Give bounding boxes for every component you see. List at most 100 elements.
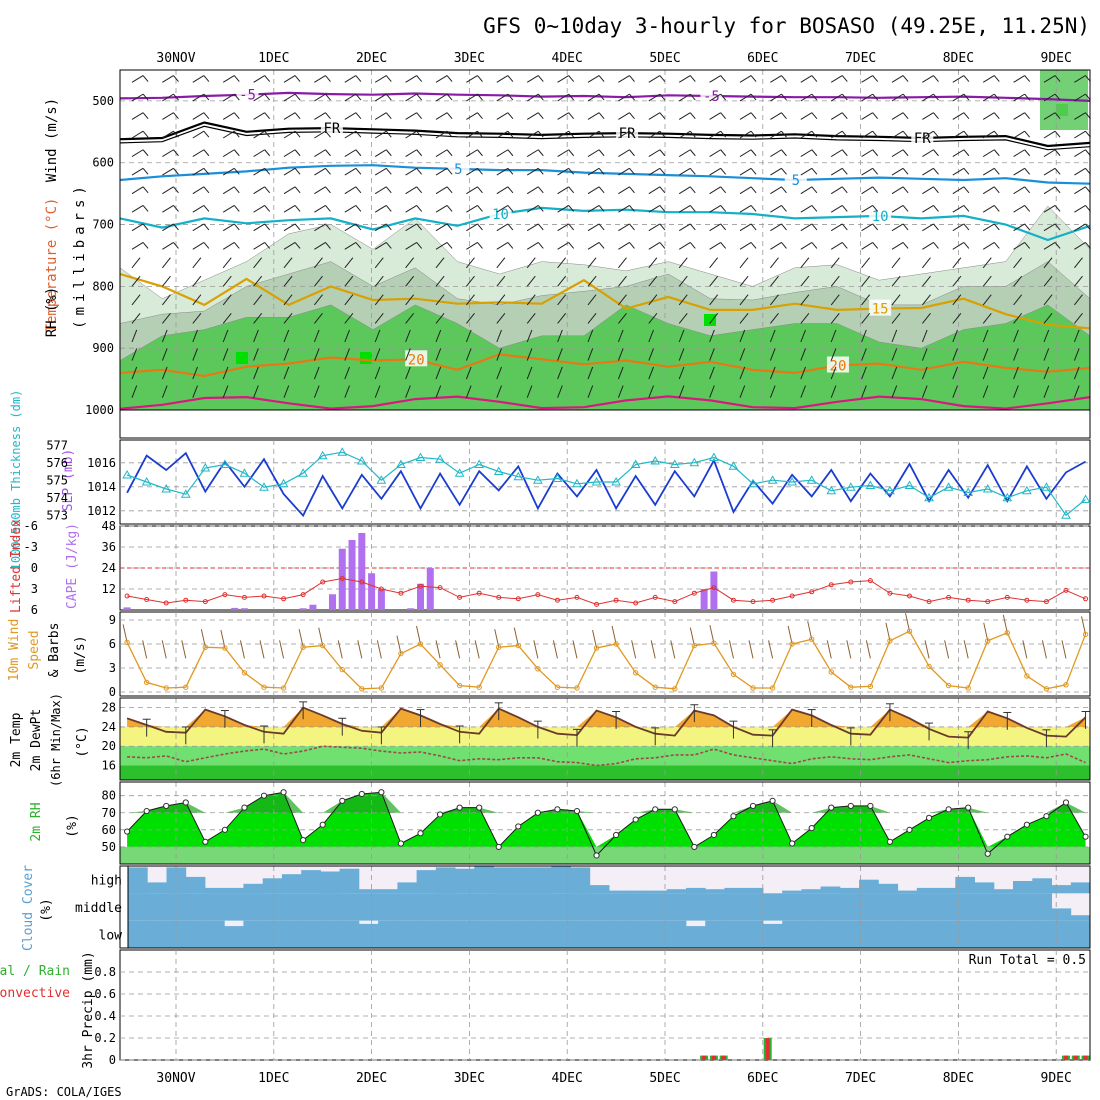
temp-tick-label: 16 [102,759,116,773]
wind-barb-flag [446,93,453,101]
wind-barb [283,167,296,176]
wind-barb-flag [173,205,179,212]
wind-barb-flag [568,223,575,231]
wind-barb-flag [598,112,605,119]
cloud-cell-low [185,920,206,948]
thickness-point [767,475,778,484]
wind-barb [526,130,539,139]
cloud-cell-low [686,926,706,948]
wind-barb [1074,149,1086,157]
wind-barb [921,348,928,361]
cloud-cell-low [724,920,745,948]
surface-wind-barb [689,627,695,646]
wind-barb-flag [446,112,453,119]
surface-wind-barb [376,640,382,659]
wind-barb [648,257,658,269]
wind-barb [557,204,569,213]
wind-barb [557,385,563,398]
cloud-cell-middle [416,893,437,921]
cloud-cell-low [339,920,360,948]
precip-ylabel-1: Total / Rain [0,964,70,979]
wind-speed-point [1063,682,1069,688]
thickness-tick-label: 576 [46,456,68,470]
wind-barb [192,93,205,102]
cloud-cell-low [782,920,802,948]
surface-wind-barb [631,640,637,659]
cloud-cell-high [551,866,571,894]
wind-barb [1043,329,1050,343]
temp2m-ylabel-3: (6hr Min/Max) [49,693,63,787]
wind-speed-point [730,671,737,678]
wind-barb-flag [933,167,939,175]
wind-barb-flag [203,223,210,231]
cloud-cell-middle [782,893,802,921]
surface-wind-barb [259,640,265,659]
wind-barb-flag [203,75,210,82]
wind-barb [557,329,563,343]
rh2m-fill-high [127,792,1086,813]
li-point [418,583,423,589]
wind-barb-flag [173,75,179,82]
wind-barb [982,329,989,343]
wind-barb-flag [781,130,787,138]
wind-barb [435,242,448,250]
wind-barb [587,385,594,398]
wind-barb [1074,312,1083,324]
wind-barb-flag [720,242,727,249]
wind-barb [739,385,746,398]
wind-barb [1013,167,1025,176]
li-point [887,590,893,596]
dew-band-lt-16 [120,765,1090,780]
wind-barb [770,275,779,287]
wind-barb [314,149,326,157]
wind-barb [557,112,569,120]
wind-barb [618,186,630,195]
contour-label: 15 [872,302,889,318]
wind-barb [830,112,843,120]
rh2m-point [554,806,561,813]
wind-barb-flag [902,205,909,212]
cloud-cell-low [1051,920,1072,948]
isotherm--5 [119,91,1091,102]
wind-barb [435,75,448,83]
li-point [613,597,619,603]
thickness-point [513,471,524,481]
surface-wind-barb [455,640,461,659]
wind-barb [587,130,600,139]
wind-barb [162,223,174,232]
wind-barb-flag [568,149,575,157]
surface-wind-barb [337,640,343,659]
wind-speed-line [126,630,1087,690]
wind-barb [739,167,752,176]
precip-panel-frame [119,949,1091,1061]
pressure-tick-label: 800 [92,279,114,293]
wind-barb [1043,348,1050,361]
thickness-point [493,466,504,475]
wind-barb [222,130,235,139]
wind-barb [800,275,810,287]
contour-label: -5 [239,88,256,104]
wind-barb-flag [385,149,392,157]
rh-shading-green [119,304,1091,411]
date-label-top: 7DEC [845,51,876,66]
thickness-point [885,485,895,495]
wind-barb-flag [173,93,179,101]
wind-barb [283,385,290,398]
wind-barb [709,242,721,250]
wind-barb [131,149,144,157]
wind-barb-flag [1024,167,1031,175]
wind-barb-flag [264,167,271,175]
wind-barb-flag [1054,242,1061,249]
wind-barb-flag [173,223,179,231]
wind-barb [587,204,600,213]
wind-barb [861,167,873,176]
wind-barb [374,385,381,398]
wind-barb-flag [1054,205,1061,212]
wind-barb [861,242,873,250]
thickness-point [532,475,543,484]
pressure-tick-label: 1000 [85,403,114,417]
wind-barb [192,75,205,83]
surface-wind-barb [807,621,813,640]
cloud-cell-middle [243,893,264,921]
wind-barb [435,366,442,380]
